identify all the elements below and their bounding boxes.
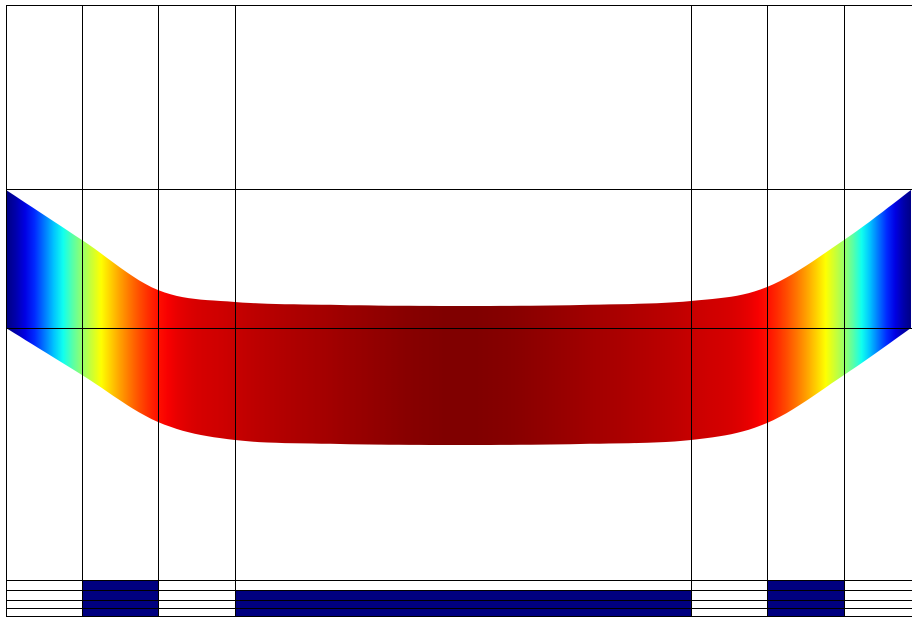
strip-center-block [235, 590, 691, 617]
strip-right-block [767, 580, 844, 617]
grid-lines [6, 5, 912, 617]
strip-left-block [82, 580, 158, 617]
bottom-strip-blocks [82, 580, 844, 617]
colored-band [6, 190, 911, 445]
